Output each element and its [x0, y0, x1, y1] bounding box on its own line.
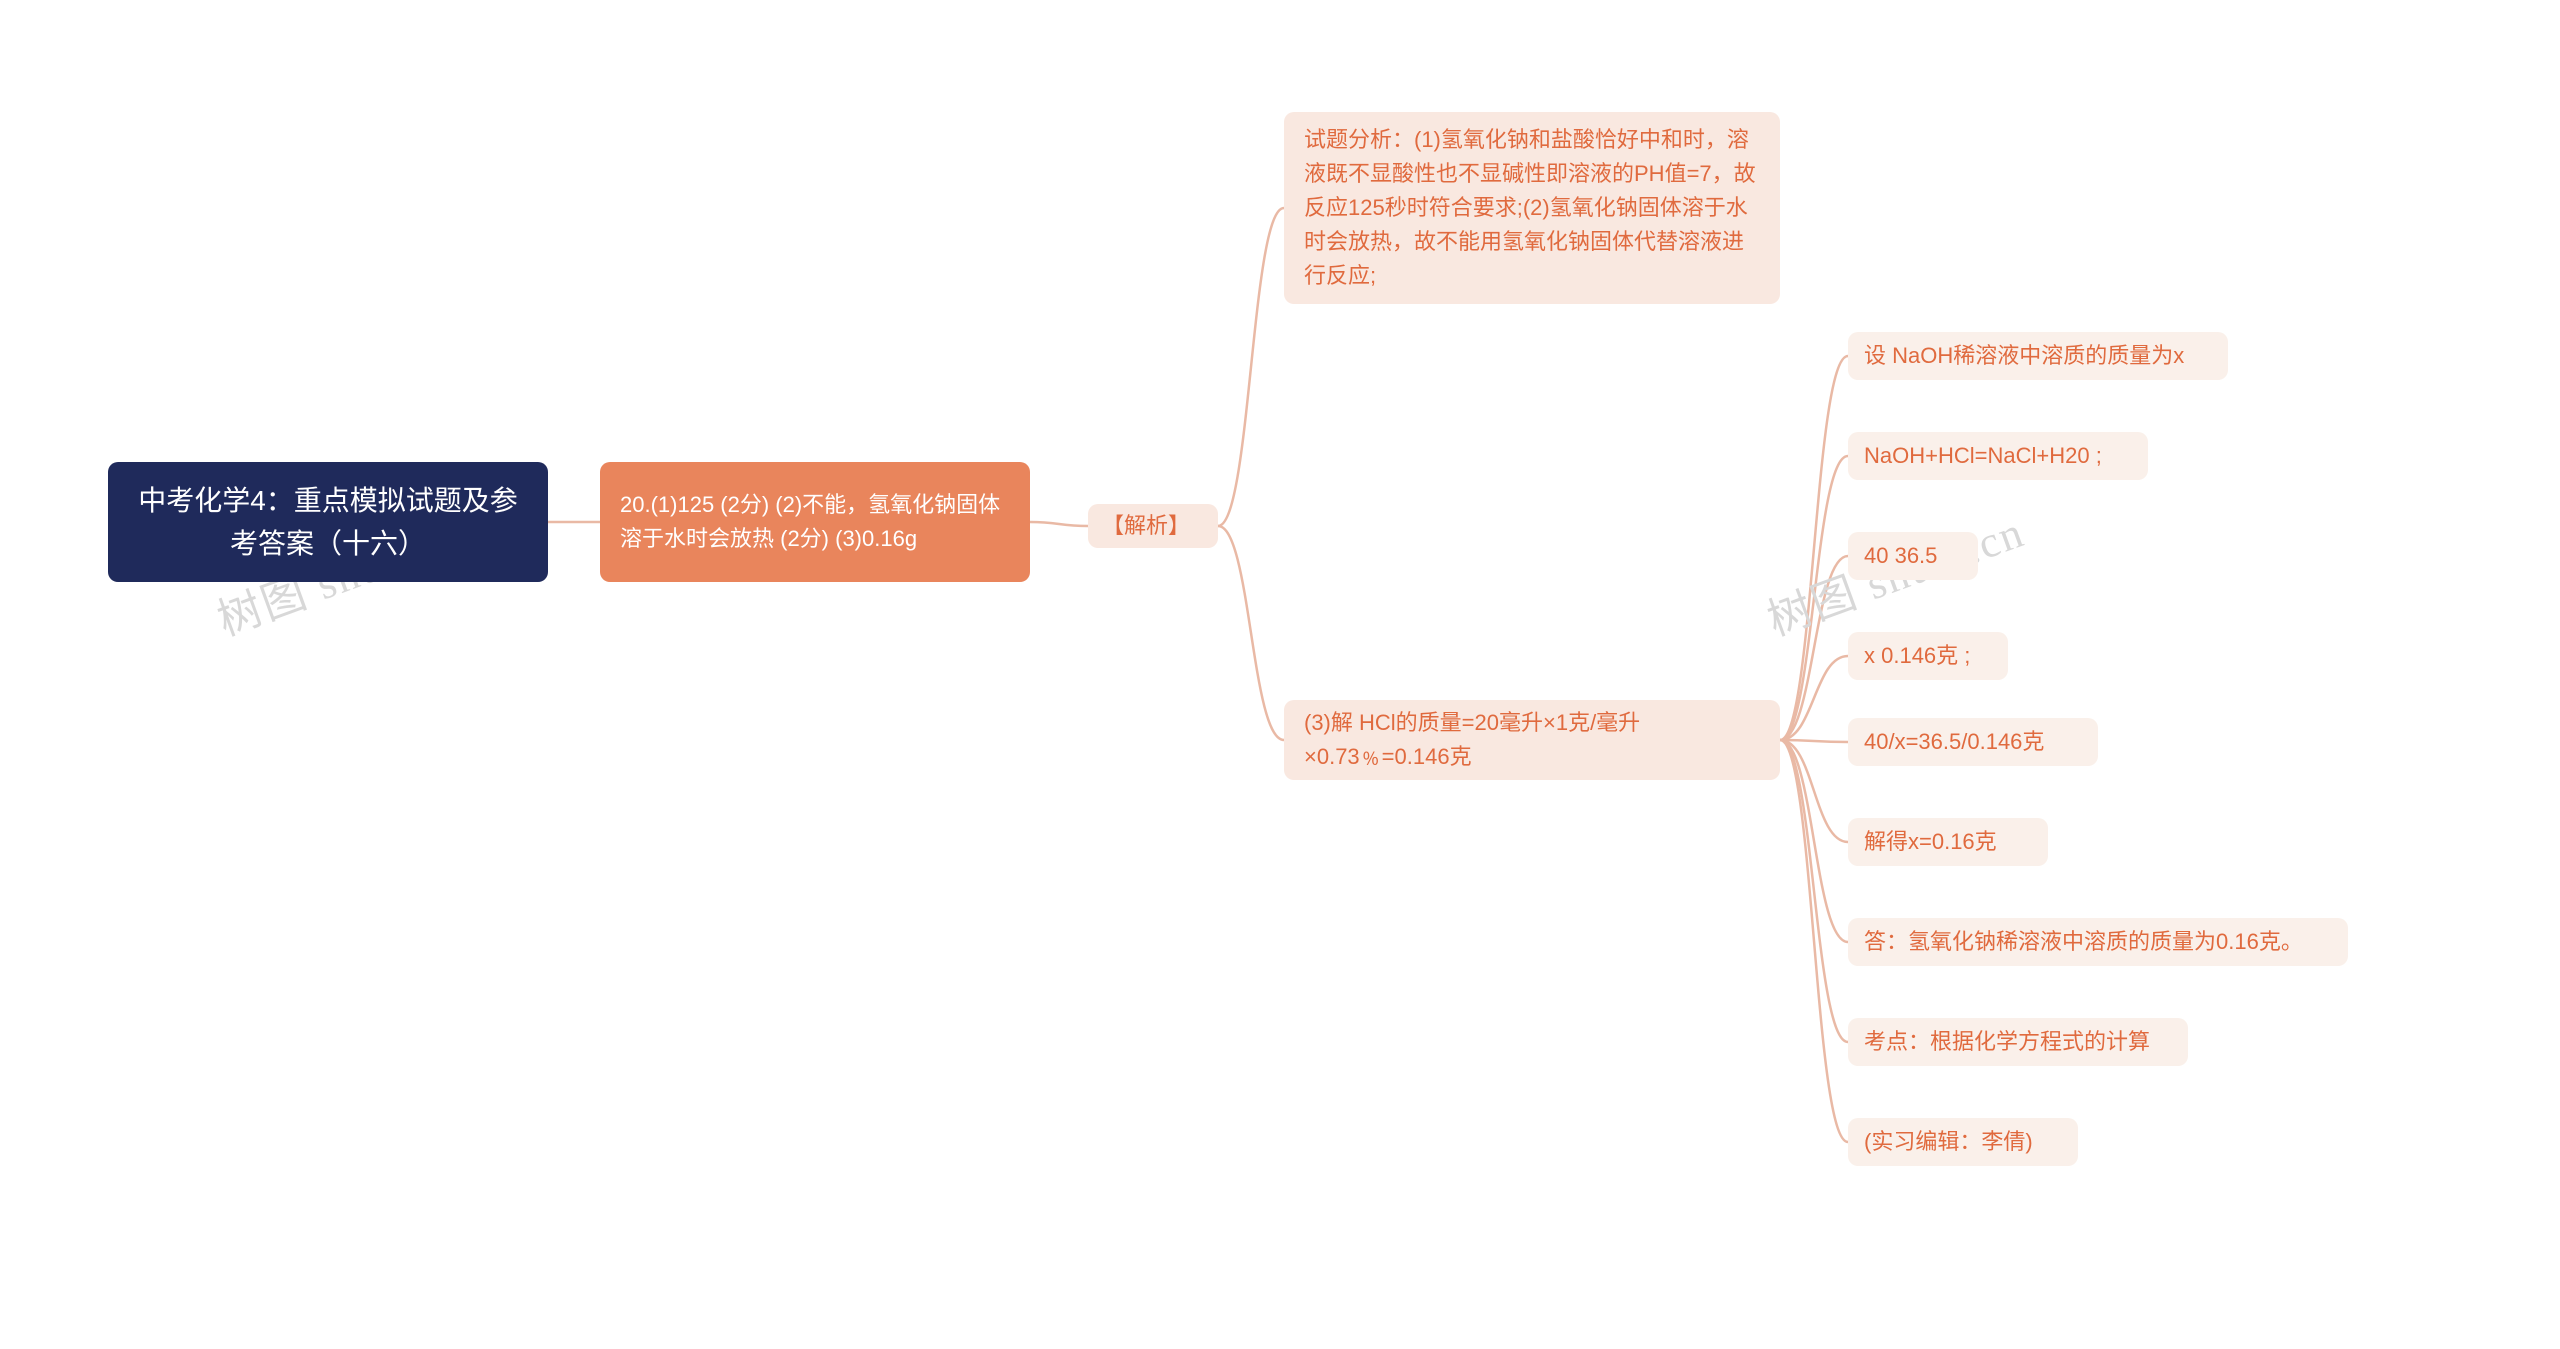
mindmap-leaf[interactable]: x 0.146克 ; — [1848, 632, 2008, 680]
mindmap-leaf[interactable]: 40/x=36.5/0.146克 — [1848, 718, 2098, 766]
mindmap-leaf[interactable]: (实习编辑：李倩) — [1848, 1118, 2078, 1166]
leaf-text: 40/x=36.5/0.146克 — [1864, 725, 2044, 759]
mindmap-leaf[interactable]: 考点：根据化学方程式的计算 — [1848, 1018, 2188, 1066]
mindmap-leaf[interactable]: 解得x=0.16克 — [1848, 818, 2048, 866]
leaf-text: 40 36.5 — [1864, 539, 1937, 573]
mindmap-leaf[interactable]: 答：氢氧化钠稀溶液中溶质的质量为0.16克。 — [1848, 918, 2348, 966]
connector-layer — [0, 0, 2560, 1349]
leaf-text: 解得x=0.16克 — [1864, 825, 1997, 859]
mindmap-node-answer[interactable]: 20.(1)125 (2分) (2)不能，氢氧化钠固体溶于水时会放热 (2分) … — [600, 462, 1030, 582]
leaf-text: 答：氢氧化钠稀溶液中溶质的质量为0.16克。 — [1864, 925, 2303, 959]
explanation-2-text: (3)解 HCl的质量=20毫升×1克/毫升×0.73﹪=0.146克 — [1304, 706, 1760, 774]
leaf-text: (实习编辑：李倩) — [1864, 1125, 2033, 1159]
leaf-text: x 0.146克 ; — [1864, 639, 1970, 673]
mindmap-node-analysis[interactable]: 【解析】 — [1088, 504, 1218, 548]
answer-label: 20.(1)125 (2分) (2)不能，氢氧化钠固体溶于水时会放热 (2分) … — [620, 488, 1010, 556]
mindmap-node-explanation-1[interactable]: 试题分析：(1)氢氧化钠和盐酸恰好中和时，溶液既不显酸性也不显碱性即溶液的PH值… — [1284, 112, 1780, 304]
mindmap-node-explanation-2[interactable]: (3)解 HCl的质量=20毫升×1克/毫升×0.73﹪=0.146克 — [1284, 700, 1780, 780]
mindmap-leaf[interactable]: NaOH+HCl=NaCl+H20 ; — [1848, 432, 2148, 480]
mindmap-root[interactable]: 中考化学4：重点模拟试题及参考答案（十六） — [108, 462, 548, 582]
mindmap-leaf[interactable]: 40 36.5 — [1848, 532, 1978, 580]
mindmap-leaf[interactable]: 设 NaOH稀溶液中溶质的质量为x — [1848, 332, 2228, 380]
leaf-text: 考点：根据化学方程式的计算 — [1864, 1025, 2150, 1059]
analysis-label: 【解析】 — [1102, 509, 1190, 543]
explanation-1-text: 试题分析：(1)氢氧化钠和盐酸恰好中和时，溶液既不显酸性也不显碱性即溶液的PH值… — [1304, 123, 1760, 293]
root-label: 中考化学4：重点模拟试题及参考答案（十六） — [136, 479, 520, 566]
leaf-text: NaOH+HCl=NaCl+H20 ; — [1864, 439, 2102, 473]
leaf-text: 设 NaOH稀溶液中溶质的质量为x — [1864, 339, 2184, 373]
